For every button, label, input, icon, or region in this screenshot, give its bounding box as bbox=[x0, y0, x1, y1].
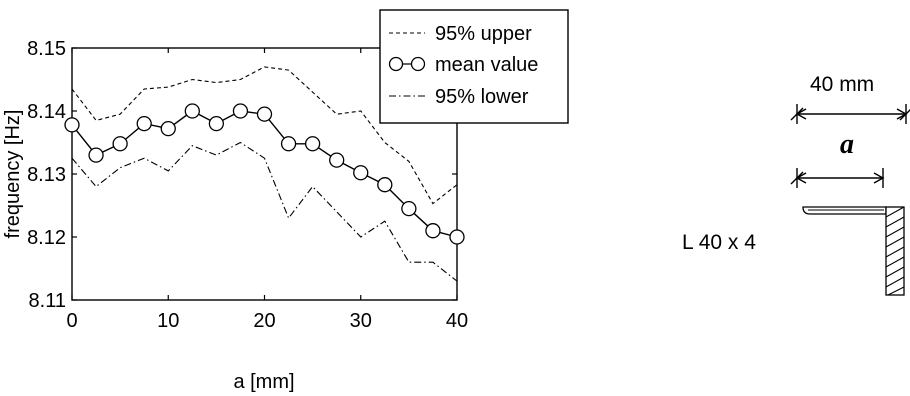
data-point-mean bbox=[136, 115, 152, 132]
data-point-mean bbox=[401, 200, 417, 217]
x-tick-label: 30 bbox=[350, 310, 372, 332]
data-point-mean bbox=[64, 117, 80, 133]
data-point-mean bbox=[184, 103, 200, 119]
x-tick-label: 0 bbox=[66, 310, 77, 332]
legend-label-upper: 95% upper bbox=[435, 23, 532, 45]
axis-ticks: 0 10 20 30 40 8.11 8.12 8.13 8.14 8.15 bbox=[27, 38, 468, 332]
y-tick-label: 8.14 bbox=[27, 101, 66, 123]
data-point-mean bbox=[232, 103, 249, 119]
data-point-mean bbox=[377, 177, 393, 193]
series-layer bbox=[64, 66, 465, 282]
data-point-mean bbox=[280, 136, 297, 152]
legend-marker-mean-left bbox=[388, 56, 404, 72]
data-point-mean bbox=[208, 115, 225, 132]
x-tick-label: 40 bbox=[446, 310, 468, 332]
data-point-mean bbox=[329, 152, 345, 168]
data-point-mean bbox=[256, 106, 273, 122]
data-point-mean bbox=[304, 136, 321, 152]
data-point-mean bbox=[88, 147, 104, 163]
y-axis-label: frequency [Hz] bbox=[2, 110, 24, 239]
angle-profile bbox=[802, 206, 905, 296]
data-point-mean bbox=[112, 136, 128, 152]
series-line-lower bbox=[71, 141, 458, 282]
legend-marker-mean-right bbox=[410, 56, 426, 72]
y-tick-label: 8.15 bbox=[27, 38, 66, 60]
width-dimension-label: 40 mm bbox=[810, 73, 874, 96]
position-symbol: a bbox=[840, 129, 854, 160]
section-sketch: L 40 x 4 40 mm a bbox=[682, 73, 910, 296]
x-tick-label: 20 bbox=[253, 310, 275, 332]
y-tick-label: 8.12 bbox=[27, 227, 66, 249]
x-tick-label: 10 bbox=[157, 310, 179, 332]
profile-label: L 40 x 4 bbox=[682, 231, 756, 254]
data-point-mean bbox=[160, 120, 176, 137]
data-point-mean bbox=[353, 165, 369, 181]
chart: 0 10 20 30 40 8.11 8.12 8.13 8.14 8.15 a [mm] fre… bbox=[2, 9, 569, 393]
x-axis-label: a [mm] bbox=[233, 371, 294, 393]
data-point-mean bbox=[425, 223, 441, 239]
legend-label-lower: 95% lower bbox=[435, 86, 529, 108]
width-dimension-arrow bbox=[790, 104, 910, 124]
y-tick-label: 8.13 bbox=[27, 164, 66, 186]
data-point-mean bbox=[449, 229, 465, 245]
position-dimension-arrow bbox=[790, 168, 885, 188]
legend: 95% upper mean value 95% lower bbox=[379, 9, 569, 124]
y-tick-label: 8.11 bbox=[29, 290, 66, 312]
series-line-upper bbox=[71, 66, 458, 205]
legend-label-mean: mean value bbox=[435, 54, 538, 76]
